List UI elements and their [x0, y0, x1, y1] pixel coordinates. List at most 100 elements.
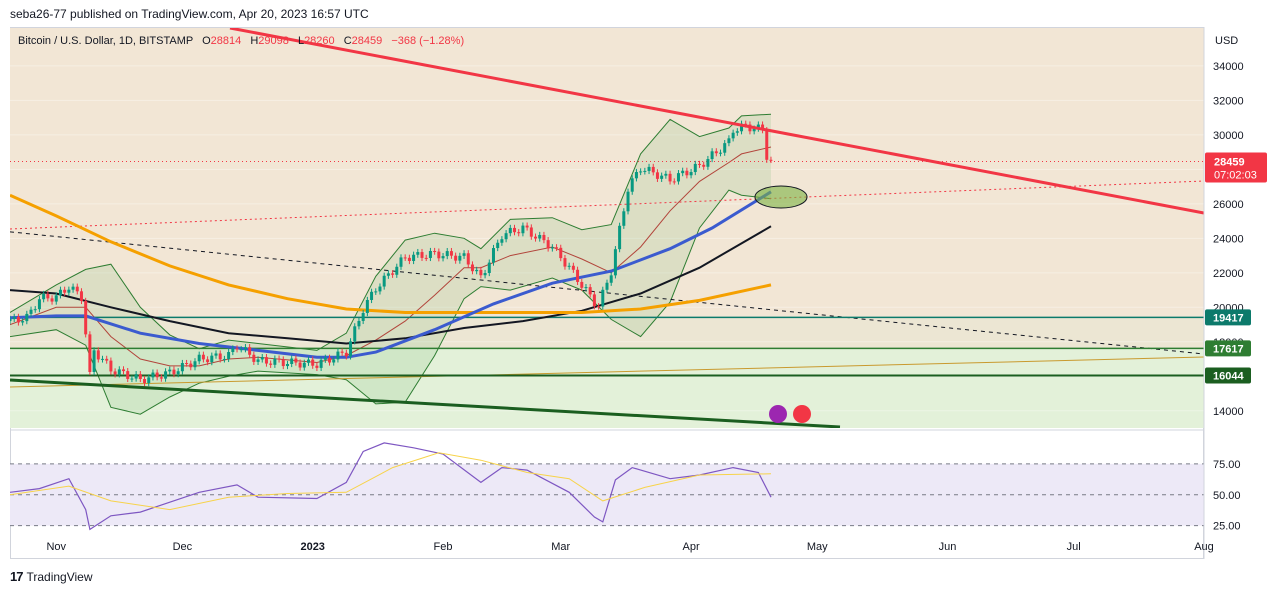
time-label-Jul: Jul [1067, 541, 1081, 553]
highlight-ellipse [754, 185, 808, 209]
support-line [10, 378, 841, 428]
candle-body [752, 128, 756, 132]
candle-body [517, 232, 521, 234]
candle-body [155, 372, 159, 378]
candle-body [496, 242, 500, 249]
candle-body [571, 265, 575, 270]
candle-body [172, 369, 176, 375]
tradingview-logo-icon: 17 [10, 569, 24, 584]
candle-body [601, 289, 605, 307]
candle-body [143, 379, 147, 384]
footer: 17 TradingView [10, 569, 93, 584]
candle-body [361, 313, 365, 321]
candle-body [117, 369, 121, 375]
candle-body [336, 351, 340, 360]
candle-body [550, 247, 554, 249]
candle-body [277, 358, 281, 360]
candle-body [756, 124, 760, 129]
price-tick-22000: 22000 [1213, 268, 1244, 280]
time-label-Apr: Apr [683, 541, 700, 553]
candle-body [63, 289, 67, 293]
candle-body [256, 359, 260, 362]
high-value: 29098 [258, 35, 289, 47]
price-tick-14000: 14000 [1213, 406, 1244, 418]
candle-body [193, 361, 197, 368]
candle-body [130, 378, 134, 380]
candle-body [622, 211, 626, 226]
candle-body [567, 265, 571, 267]
candle-body [651, 166, 655, 173]
candle-body [164, 371, 168, 379]
candle-body [634, 172, 638, 179]
candle-body [75, 286, 79, 292]
candle-body [706, 159, 710, 167]
candle-body [437, 251, 441, 259]
candle-body [210, 355, 214, 363]
level-badge-value-16044: 16044 [1213, 371, 1244, 383]
candle-body [740, 123, 744, 132]
candle-body [10, 318, 12, 322]
upper-zone [10, 28, 1204, 318]
candle-body [281, 359, 285, 367]
candle-body [399, 257, 403, 267]
candle-body [618, 225, 622, 250]
candle-body [349, 341, 353, 357]
bollinger-lower [10, 189, 772, 415]
candle-body [525, 225, 529, 228]
candle-body [214, 353, 218, 356]
candle-body [71, 286, 75, 290]
candle-body [765, 130, 769, 160]
symbol-name: Bitcoin / U.S. Dollar, 1D, BITSTAMP [18, 35, 194, 47]
candle-body [714, 151, 718, 154]
candle-body [723, 143, 727, 153]
candle-body [222, 358, 226, 360]
candle-body [332, 359, 336, 363]
time-label-Aug: Aug [1194, 541, 1214, 553]
candle-body [328, 357, 332, 363]
time-label-Mar: Mar [551, 541, 570, 553]
candle-body [466, 253, 470, 265]
candle-body [761, 124, 765, 131]
candle-body [542, 234, 546, 241]
candle-body [100, 358, 104, 360]
candle-body [458, 255, 462, 261]
candle-body [609, 275, 613, 283]
candle-body [16, 316, 20, 323]
close-value: 28459 [351, 35, 383, 47]
rsi-ma-line [10, 452, 772, 511]
candle-body [248, 347, 252, 355]
rsi-tick-25.00: 25.00 [1213, 521, 1241, 533]
candle-body [105, 358, 109, 361]
candle-body [727, 138, 731, 144]
candle-body [672, 181, 676, 183]
candle-body [218, 353, 222, 360]
candle-body [50, 298, 54, 302]
ema-orange [10, 193, 772, 314]
level-badge-value-19417: 19417 [1213, 312, 1244, 324]
candle-body [344, 352, 348, 357]
time-label-Feb: Feb [434, 541, 453, 553]
candle-body [290, 358, 294, 364]
candle-body [433, 250, 437, 252]
candle-body [521, 225, 525, 234]
candle-body [660, 175, 664, 179]
candle-body [315, 365, 319, 368]
candle-body [113, 371, 117, 375]
candle-body [151, 372, 155, 378]
candle-body [185, 363, 189, 365]
candle-body [88, 334, 92, 373]
high-label: H [250, 35, 259, 47]
candle-body [613, 249, 617, 276]
candle-body [168, 369, 172, 372]
publisher-line: seba26-77 published on TradingView.com, … [10, 7, 369, 21]
candle-body [643, 170, 647, 172]
candle-body [370, 291, 374, 300]
candle-body [597, 306, 601, 308]
bollinger-basis [10, 146, 772, 367]
candle-body [374, 291, 378, 293]
candle-body [605, 282, 609, 290]
candle-body [462, 253, 466, 256]
candle-body [252, 354, 256, 362]
candle-body [546, 240, 550, 249]
